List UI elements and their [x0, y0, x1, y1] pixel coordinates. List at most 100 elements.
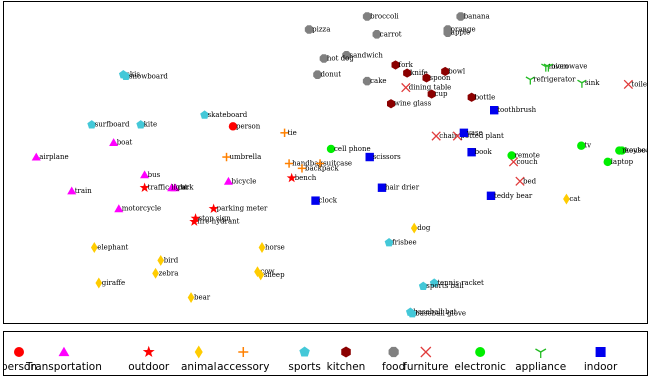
point-label: giraffe	[102, 279, 125, 287]
point-label: bear	[194, 294, 211, 302]
point-surfboard	[87, 120, 97, 129]
point-fork	[391, 60, 400, 70]
point-donut	[313, 70, 322, 79]
point-backpack	[297, 164, 307, 173]
point-label: tennis racket	[437, 279, 484, 287]
legend-marker-outdoor	[142, 345, 155, 358]
point-broccoli	[362, 12, 372, 21]
point-label: bus	[148, 171, 161, 179]
point-teddy-bear	[486, 191, 496, 200]
point-spoon	[422, 73, 431, 83]
point-label: mouse	[622, 147, 645, 155]
point-label: vase	[466, 129, 483, 137]
point-label: bicycle	[232, 177, 257, 185]
point-label: orange	[451, 26, 476, 34]
legend-marker-animal	[194, 345, 203, 359]
point-bird	[157, 254, 165, 266]
point-label: sink	[585, 79, 600, 87]
point-label: fork	[399, 61, 414, 69]
point-label: toothbrush	[497, 106, 536, 114]
point-label: sandwich	[350, 51, 384, 59]
point-clock	[311, 196, 320, 205]
point-cat	[563, 193, 570, 205]
point-label: sports ball	[426, 282, 464, 290]
legend: person Transportation outdoor animal accesso…	[3, 331, 648, 376]
point-frisbee	[384, 238, 394, 247]
point-label: chair	[439, 132, 458, 140]
point-label: umbrella	[230, 153, 262, 161]
point-label: tie	[288, 129, 297, 137]
point-label: broccoli	[370, 13, 399, 21]
point-laptop	[603, 157, 612, 167]
point-label: toilet	[631, 80, 648, 88]
point-umbrella	[222, 152, 231, 162]
point-label: hair drier	[385, 184, 420, 192]
point-mouse	[615, 146, 624, 155]
point-label: train	[75, 187, 93, 195]
point-banana	[456, 12, 465, 21]
legend-marker-furniture	[420, 346, 432, 358]
point-book	[467, 147, 476, 157]
point-label: pizza	[312, 26, 330, 34]
point-scissors	[365, 152, 374, 162]
point-cell-phone	[326, 144, 336, 154]
point-tie	[280, 128, 289, 138]
legend-label: furniture	[403, 361, 448, 373]
point-label: kite	[144, 121, 157, 129]
point-toilet	[623, 79, 634, 90]
point-label: microwave	[549, 63, 588, 71]
point-cow	[254, 266, 261, 278]
legend-marker-appliance	[535, 348, 547, 358]
point-sandwich	[342, 51, 351, 60]
point-label: teddy bear	[494, 192, 533, 200]
point-label: spoon	[430, 74, 452, 82]
point-train	[67, 186, 77, 195]
point-label: skis	[126, 71, 140, 79]
point-baseball-glove	[407, 309, 417, 318]
point-label: truck	[175, 184, 195, 192]
point-label: skateboard	[208, 111, 248, 119]
point-label: dog	[417, 224, 431, 232]
point-knife	[403, 68, 412, 78]
point-label: cell phone	[334, 145, 371, 153]
point-label: donut	[321, 71, 342, 79]
point-elephant	[90, 242, 98, 253]
point-hair-drier	[377, 183, 387, 192]
point-label: book	[475, 148, 493, 156]
point-tennis-racket	[429, 278, 439, 287]
point-label: tv	[584, 142, 591, 150]
point-label: bird	[164, 256, 179, 264]
point-sports-ball	[418, 281, 428, 290]
point-snowboard	[121, 71, 131, 81]
point-cup	[427, 89, 436, 99]
point-suitcase	[315, 159, 325, 168]
point-label: zebra	[159, 269, 179, 277]
legend-marker-accessory	[238, 347, 249, 357]
point-bottle	[467, 92, 476, 102]
point-label: carrot	[380, 30, 402, 38]
point-label: baseball glove	[415, 310, 466, 318]
point-bench	[286, 172, 297, 183]
point-kite	[136, 120, 146, 129]
legend-label: food	[382, 361, 405, 373]
point-label: bowl	[448, 67, 466, 75]
point-sink	[577, 79, 587, 88]
legend-label: Transportation	[25, 361, 102, 373]
point-label: banana	[464, 13, 490, 21]
point-apple	[443, 28, 453, 37]
point-parking-meter	[208, 203, 219, 213]
point-label: suitcase	[323, 160, 352, 168]
point-label: surfboard	[95, 121, 130, 129]
point-label: refrigerator	[533, 76, 576, 84]
point-toothbrush	[490, 106, 499, 115]
point-label: person	[236, 122, 261, 130]
point-remote	[507, 151, 516, 160]
point-label: snowboard	[129, 72, 169, 80]
point-fire-hydrant	[189, 216, 200, 226]
point-label: cake	[370, 77, 386, 85]
point-refrigerator	[525, 76, 536, 85]
point-label: bench	[295, 174, 317, 182]
point-label: couch	[517, 158, 539, 166]
point-person	[228, 122, 238, 131]
point-label: hot dog	[327, 55, 354, 63]
